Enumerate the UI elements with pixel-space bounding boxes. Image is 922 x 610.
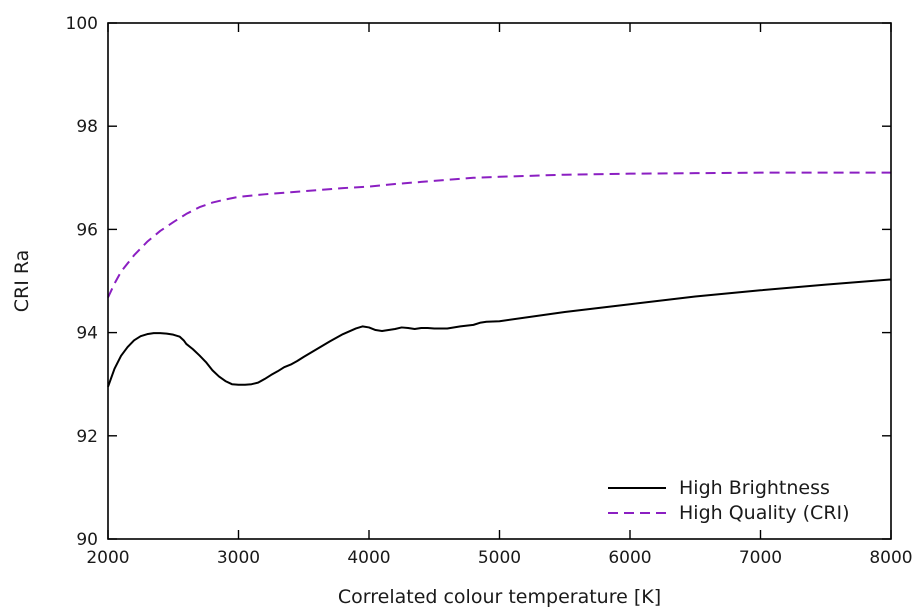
labels-layer: 2000 3000 4000 5000 6000 7000 8000 90 92 94 96 98 10… — [66, 14, 913, 568]
x-tick-label-5000: 5000 — [478, 548, 521, 568]
x-tick-label-4000: 4000 — [347, 548, 390, 568]
x-tick-label-8000: 8000 — [869, 548, 912, 568]
ticks-layer — [107, 22, 892, 540]
y-tick-label-98: 98 — [76, 117, 98, 137]
y-tick-label-94: 94 — [76, 324, 98, 344]
y-axis-title: CRI Ra — [11, 250, 33, 313]
y-tick-label-90: 90 — [76, 530, 98, 550]
legend-label-high-quality: High Quality (CRI) — [679, 502, 850, 524]
x-tick-label-2000: 2000 — [86, 548, 129, 568]
x-tick-label-3000: 3000 — [217, 548, 260, 568]
x-axis-title: Correlated colour temperature [K] — [338, 586, 661, 608]
x-tick-label-7000: 7000 — [739, 548, 782, 568]
legend-label-high-brightness: High Brightness — [679, 477, 830, 499]
plot-frame — [107, 22, 892, 540]
series-line-1 — [107, 171, 891, 298]
y-tick-label-100: 100 — [66, 14, 98, 34]
y-tick-label-96: 96 — [76, 220, 98, 240]
curves-layer — [107, 171, 892, 388]
series-line-0 — [107, 278, 892, 388]
y-tick-label-92: 92 — [76, 427, 98, 447]
x-tick-label-6000: 6000 — [608, 548, 651, 568]
legend: High Brightness High Quality (CRI) — [608, 477, 850, 524]
